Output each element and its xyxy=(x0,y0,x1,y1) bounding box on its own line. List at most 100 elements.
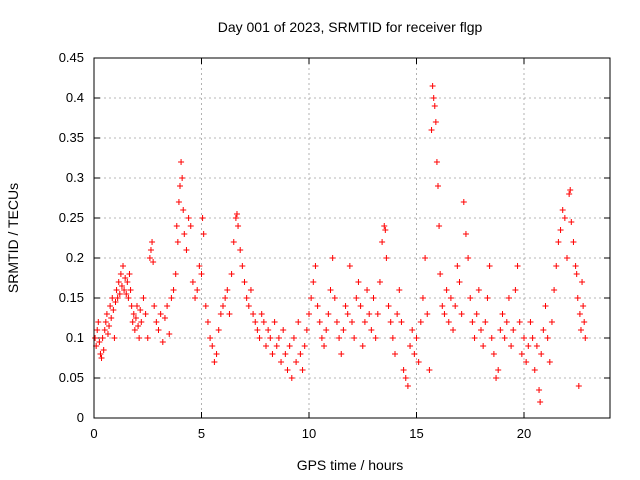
data-point xyxy=(94,327,101,333)
data-point xyxy=(118,283,125,289)
data-point xyxy=(574,295,581,301)
data-point xyxy=(177,183,183,189)
data-point xyxy=(308,295,315,301)
data-point xyxy=(462,231,469,237)
data-point xyxy=(323,327,330,333)
data-point xyxy=(329,255,336,261)
data-point xyxy=(467,295,474,301)
y-tick-label: 0.15 xyxy=(59,290,84,305)
data-point xyxy=(424,311,431,317)
data-point xyxy=(436,223,443,229)
data-point xyxy=(286,343,293,349)
data-point xyxy=(280,327,287,333)
data-point xyxy=(417,319,424,325)
data-point xyxy=(432,119,439,125)
data-point xyxy=(331,295,338,301)
data-point xyxy=(316,319,323,325)
data-point xyxy=(175,199,182,205)
data-point xyxy=(166,331,173,337)
data-point xyxy=(473,311,480,317)
data-point xyxy=(178,159,185,165)
data-points xyxy=(92,83,589,405)
data-point xyxy=(235,223,242,229)
y-tick-label: 0 xyxy=(77,410,84,425)
data-point xyxy=(499,311,506,317)
data-point xyxy=(180,207,187,213)
data-point xyxy=(370,295,377,301)
data-point xyxy=(265,327,272,333)
data-point xyxy=(134,303,140,309)
data-point xyxy=(275,335,282,341)
data-point xyxy=(161,315,168,321)
axis-ticks: 0 5 10 15 20 0 0.05 0.1 0.15 0.2 0.25 0.3 0.35 0.4 0.4… xyxy=(59,50,610,441)
data-point xyxy=(359,343,366,349)
data-point xyxy=(179,175,186,181)
data-point xyxy=(273,343,280,349)
data-point xyxy=(538,351,545,357)
data-point xyxy=(220,303,226,309)
data-point xyxy=(101,327,108,333)
data-point xyxy=(295,319,302,325)
data-point xyxy=(510,327,517,333)
data-point xyxy=(454,263,461,269)
data-point xyxy=(540,327,547,333)
data-point xyxy=(233,211,240,217)
data-point xyxy=(404,383,411,389)
y-tick-label: 0.45 xyxy=(59,50,84,65)
x-axis-label: GPS time / hours xyxy=(297,457,404,473)
data-point xyxy=(194,287,201,293)
data-point xyxy=(340,327,347,333)
data-point xyxy=(267,335,274,341)
data-point xyxy=(256,335,263,341)
data-point xyxy=(159,339,166,345)
data-point xyxy=(110,307,117,313)
data-point xyxy=(469,319,476,325)
data-point xyxy=(480,343,487,349)
data-point xyxy=(325,311,332,317)
data-point xyxy=(551,287,558,293)
data-point xyxy=(527,319,534,325)
data-point xyxy=(269,351,276,357)
data-point xyxy=(387,319,394,325)
data-point xyxy=(207,335,214,341)
data-point xyxy=(115,279,122,285)
data-point xyxy=(422,255,429,261)
data-point xyxy=(303,327,310,333)
data-point xyxy=(529,335,536,341)
data-point xyxy=(252,319,259,325)
data-point xyxy=(407,343,414,349)
data-point xyxy=(126,271,133,277)
data-point xyxy=(428,127,435,133)
data-point xyxy=(327,287,334,293)
data-point xyxy=(290,335,297,341)
data-point xyxy=(271,319,278,325)
data-point xyxy=(525,343,532,349)
data-point xyxy=(379,239,386,245)
data-point xyxy=(366,311,373,317)
data-point xyxy=(306,311,312,317)
data-point xyxy=(125,295,132,301)
data-point xyxy=(342,303,349,309)
data-point xyxy=(338,351,345,357)
data-point xyxy=(204,319,211,325)
data-point xyxy=(557,227,564,233)
data-point xyxy=(192,295,199,301)
data-point xyxy=(100,347,107,353)
data-point xyxy=(250,311,257,317)
data-point xyxy=(318,335,325,341)
data-point xyxy=(198,271,205,277)
x-tick-label: 10 xyxy=(302,426,316,441)
data-point xyxy=(211,359,218,365)
data-point xyxy=(344,311,351,317)
data-point xyxy=(505,295,512,301)
x-tick-label: 0 xyxy=(90,426,97,441)
x-tick-label: 15 xyxy=(409,426,423,441)
data-point xyxy=(128,303,135,309)
data-point xyxy=(458,311,465,317)
data-point xyxy=(124,279,131,285)
data-point xyxy=(559,207,566,213)
data-point xyxy=(99,335,106,341)
data-point xyxy=(482,319,489,325)
data-point xyxy=(537,399,544,405)
data-point xyxy=(488,335,495,341)
